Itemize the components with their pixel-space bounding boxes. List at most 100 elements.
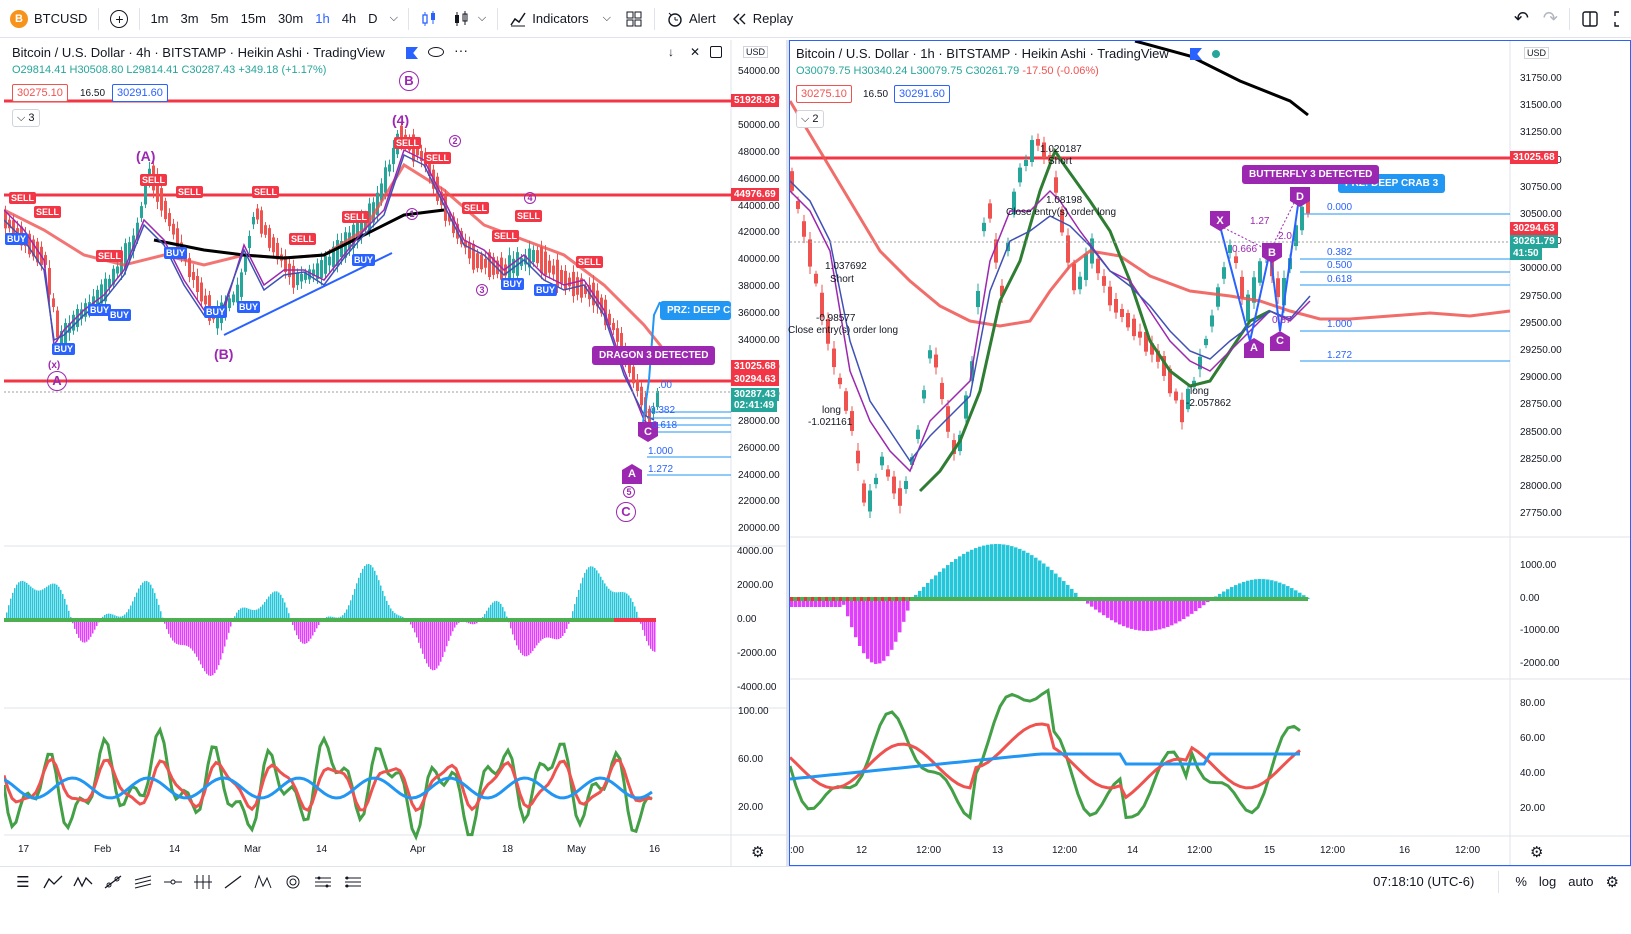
replay-button[interactable]: Replay xyxy=(723,0,800,38)
left-ask-chip[interactable]: 30291.60 xyxy=(112,84,168,102)
left-candle xyxy=(356,222,359,241)
line-tool-icon[interactable] xyxy=(218,867,248,897)
settings-icon[interactable]: ⚙ xyxy=(1605,873,1619,891)
right-time-tick: 12 xyxy=(856,845,868,856)
right-change: -17.50 (-0.06%) xyxy=(1022,65,1099,77)
right-bid-chip[interactable]: 30275.10 xyxy=(796,85,852,103)
left-currency-label[interactable]: USD xyxy=(743,46,769,58)
left-scroll-down-icon[interactable]: ↓ xyxy=(668,45,674,59)
timeframe-4h[interactable]: 4h xyxy=(341,11,357,26)
left-chart-pane[interactable]: Bitcoin / U.S. Dollar · 4h · BITSTAMP · … xyxy=(4,40,786,866)
measure-tool-icon[interactable] xyxy=(308,867,338,897)
indicators-button[interactable]: Indicators ⌵ xyxy=(502,0,618,38)
left-buy-marker: BUY xyxy=(108,309,132,321)
left-candle xyxy=(568,277,571,287)
left-symbol-flag-icon[interactable] xyxy=(406,47,418,59)
cycle-tool-icon[interactable] xyxy=(278,867,308,897)
right-candle xyxy=(1258,261,1262,283)
alert-button[interactable]: Alert xyxy=(659,0,723,38)
left-candle xyxy=(168,213,171,227)
timeframe-d[interactable]: D xyxy=(368,11,378,26)
left-sell-marker: SELL xyxy=(96,250,124,262)
timeframe-1m[interactable]: 1m xyxy=(150,11,169,26)
right-indicators-collapse[interactable]: ⌵ 2 xyxy=(796,110,824,128)
zigzag-tool-icon[interactable] xyxy=(68,867,98,897)
left-osc-bar xyxy=(242,607,244,620)
pane-divider[interactable] xyxy=(786,40,789,866)
left-osc-bar xyxy=(494,601,496,620)
right-candle xyxy=(1204,338,1208,346)
right-candle xyxy=(1222,267,1226,279)
left-osc-bar xyxy=(214,620,216,674)
pattern-tool-icon[interactable] xyxy=(248,867,278,897)
heikin-ashi-button[interactable]: ⌵ xyxy=(445,0,493,38)
left-open: O29814.41 xyxy=(12,64,67,76)
left-sell-marker: SELL xyxy=(176,186,204,198)
timeframe-1h[interactable]: 1h xyxy=(315,11,330,26)
add-symbol-button[interactable]: + xyxy=(103,0,135,38)
timeframe-5m[interactable]: 5m xyxy=(210,11,229,26)
right-osc-bar xyxy=(1218,593,1222,599)
right-chart-canvas[interactable] xyxy=(790,41,1630,865)
right-fib-0: 0.000 xyxy=(1327,202,1353,213)
left-chart-canvas[interactable] xyxy=(4,40,786,866)
right-settings-icon[interactable]: ⚙ xyxy=(1530,844,1544,861)
auto-toggle[interactable]: auto xyxy=(1568,874,1594,889)
left-osc-tick: -2000.00 xyxy=(737,648,777,659)
timeframe-30m[interactable]: 30m xyxy=(277,11,304,26)
right-candle xyxy=(1186,388,1190,410)
left-time-axis[interactable]: 17 Feb 14 Mar 14 Apr 18 May 16 xyxy=(4,835,731,866)
redo-button[interactable]: ↷ xyxy=(1542,8,1558,28)
left-candle xyxy=(76,308,79,328)
template-tool-icon[interactable] xyxy=(338,867,368,897)
horizontal-line-icon[interactable] xyxy=(158,867,188,897)
left-osc-bar xyxy=(256,609,258,620)
channel-tool-icon[interactable] xyxy=(128,867,158,897)
left-candle xyxy=(176,228,179,250)
left-bid-chip[interactable]: 30275.10 xyxy=(12,84,68,102)
gann-fan-icon[interactable] xyxy=(188,867,218,897)
left-indicators-collapse[interactable]: ⌵ 3 xyxy=(12,109,40,127)
clock-label[interactable]: 07:18:10 (UTC-6) xyxy=(1373,874,1475,889)
right-candle xyxy=(1198,356,1202,370)
left-more-icon[interactable]: ··· xyxy=(454,42,468,58)
menu-icon[interactable]: ☰ xyxy=(16,873,30,891)
left-candle xyxy=(248,235,251,249)
left-osc-bar xyxy=(126,612,128,620)
trend-tool-icon[interactable] xyxy=(38,867,68,897)
timeframe-15m[interactable]: 15m xyxy=(240,11,266,26)
left-maximize-icon[interactable] xyxy=(710,46,722,58)
right-time-axis[interactable]: :00 12 12:00 13 12:00 14 12:00 15 12:00 16 12:00 xyxy=(790,836,1510,865)
right-osc-bar xyxy=(1010,546,1014,599)
right-candle xyxy=(1174,391,1178,401)
right-candle xyxy=(1114,299,1118,313)
left-candle xyxy=(296,273,299,286)
chart-type-button[interactable] xyxy=(413,0,445,38)
layout-split-button[interactable] xyxy=(1574,0,1606,38)
left-eye-icon[interactable] xyxy=(428,47,444,57)
left-close-icon[interactable]: ✕ xyxy=(690,45,701,59)
left-candle xyxy=(172,223,175,235)
timeframe-dropdown-icon[interactable]: ⌵ xyxy=(389,12,398,24)
left-osc-bar xyxy=(298,620,300,640)
left-osc-bar xyxy=(420,620,422,649)
log-toggle[interactable]: log xyxy=(1538,874,1557,889)
right-osc-bar xyxy=(1026,552,1030,599)
right-symbol-flag-icon[interactable] xyxy=(1190,48,1202,60)
right-ask-chip[interactable]: 30291.60 xyxy=(894,85,950,103)
left-price-axis[interactable]: USD 54000.0052000.0050000.0048000.004600… xyxy=(731,40,786,835)
left-settings-icon[interactable]: ⚙ xyxy=(751,844,765,861)
timeframe-3m[interactable]: 3m xyxy=(180,11,199,26)
percent-toggle[interactable]: % xyxy=(1515,874,1527,889)
left-osc-bar xyxy=(422,620,424,654)
fullscreen-button[interactable] xyxy=(1606,0,1631,38)
right-chart-pane[interactable]: Bitcoin / U.S. Dollar · 1h · BITSTAMP · … xyxy=(788,40,1631,866)
right-price-axis[interactable]: USD 31750.0031500.0031250.0031000.003075… xyxy=(1510,41,1630,836)
layout-button[interactable] xyxy=(618,0,650,38)
symbol-search[interactable]: B BTCUSD xyxy=(0,0,94,38)
left-wave-4-small: 4 xyxy=(524,192,536,204)
undo-button[interactable]: ↶ xyxy=(1513,8,1529,28)
right-tag-31025: 31025.68 xyxy=(1510,151,1558,164)
ray-tool-icon[interactable] xyxy=(98,867,128,897)
right-currency-label[interactable]: USD xyxy=(1524,47,1550,59)
